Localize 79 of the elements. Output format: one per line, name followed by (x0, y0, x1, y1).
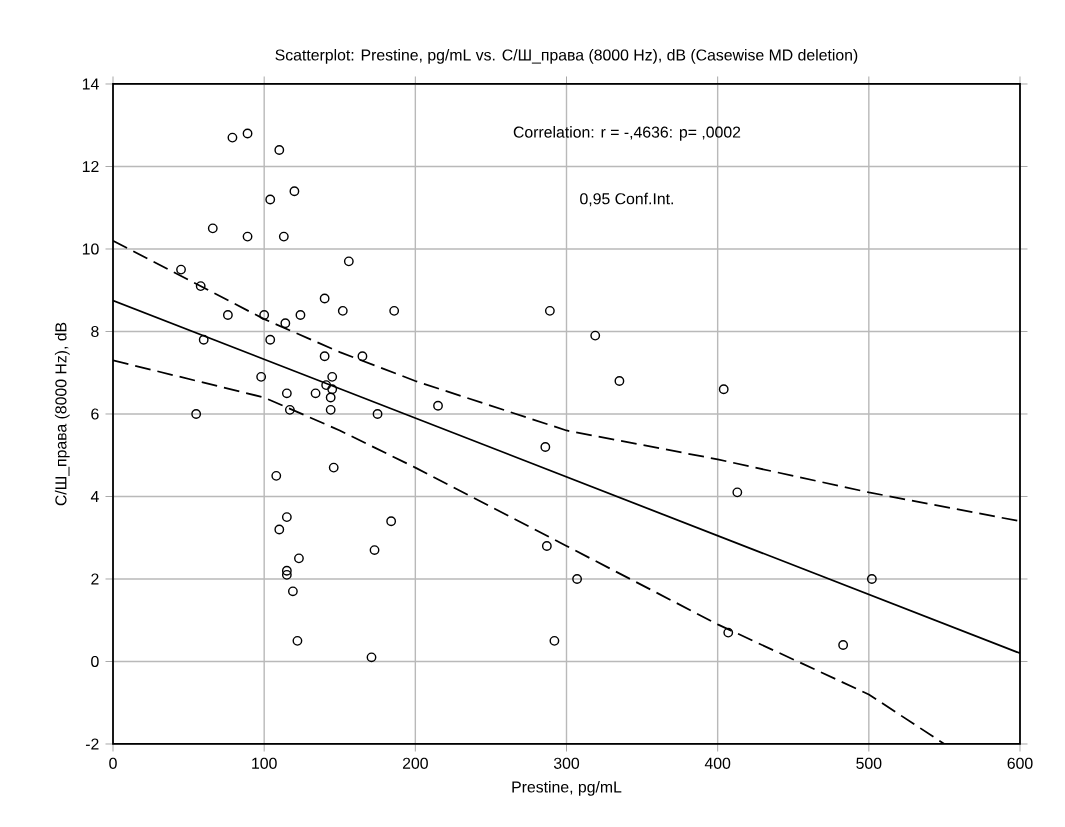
x-axis-title: Prestine, pg/mL (512, 780, 622, 796)
point (549, 635, 560, 646)
point (328, 462, 339, 473)
y-tick-label: 4 (90, 491, 99, 502)
point (389, 305, 400, 316)
point (319, 293, 330, 304)
point (325, 404, 336, 415)
y-tick-label: 0 (91, 655, 99, 668)
point (590, 330, 601, 341)
point (281, 565, 292, 576)
point (292, 635, 303, 646)
point (222, 310, 233, 320)
point (242, 128, 253, 139)
point (732, 487, 743, 498)
y-tick-label: -2 (85, 738, 99, 750)
point (281, 512, 292, 523)
x-tick-label: 0 (109, 757, 117, 769)
point (540, 442, 551, 452)
point (337, 305, 348, 316)
point (838, 640, 849, 650)
y-tick-label: 14 (82, 78, 99, 90)
y-tick-label: 8 (91, 325, 99, 338)
point (259, 310, 270, 320)
point (271, 470, 282, 481)
point (866, 574, 877, 584)
point (294, 553, 304, 564)
point (433, 400, 443, 411)
x-tick-label: 400 (704, 757, 731, 769)
y-tick-label: 12 (82, 160, 99, 173)
point (265, 334, 276, 345)
y-tick-label: 2 (91, 573, 99, 585)
point (195, 281, 206, 292)
x-tick-label: 600 (1007, 757, 1033, 769)
x-tick-label: 200 (402, 757, 428, 769)
point (281, 388, 292, 399)
annotation: Correlation: r = -,4636: p= ,0002 (513, 126, 741, 141)
point (289, 186, 300, 197)
point (327, 384, 338, 395)
point (287, 586, 298, 597)
point (321, 380, 332, 391)
y-tick-label: 6 (91, 408, 99, 420)
point (207, 223, 218, 234)
point (278, 231, 289, 242)
point (274, 145, 285, 155)
point (325, 392, 336, 403)
chart-title: Scatterplot: Prestine, pg/mL vs. С/Ш_права (8000 Hz), dB (Casewise MD deletion) (275, 48, 858, 64)
point (723, 627, 734, 638)
point (386, 516, 397, 527)
point (265, 194, 276, 205)
y-tick-label: 10 (82, 243, 99, 255)
point (327, 371, 338, 382)
point (295, 310, 306, 320)
point (280, 318, 291, 329)
point (281, 569, 292, 580)
point (718, 384, 729, 395)
point (274, 524, 285, 535)
point (369, 545, 380, 556)
point (176, 264, 186, 275)
point (191, 409, 202, 419)
point (284, 404, 295, 415)
x-tick-label: 500 (856, 757, 882, 769)
point (357, 351, 368, 362)
point (614, 376, 625, 386)
x-tick-label: 300 (553, 757, 580, 769)
point (310, 388, 321, 399)
point (319, 351, 330, 362)
point (256, 371, 267, 382)
point (544, 305, 555, 316)
point (366, 652, 377, 663)
point (198, 334, 209, 345)
point (572, 574, 583, 584)
point (242, 231, 253, 242)
point (541, 541, 552, 551)
point (227, 132, 238, 143)
point (372, 409, 383, 419)
y-axis-title: С/Ш_права (8000 Hz), dB (54, 322, 70, 506)
point (343, 256, 354, 267)
x-tick-label: 100 (252, 757, 277, 769)
annotation: 0,95 Conf.Int. (580, 192, 673, 207)
